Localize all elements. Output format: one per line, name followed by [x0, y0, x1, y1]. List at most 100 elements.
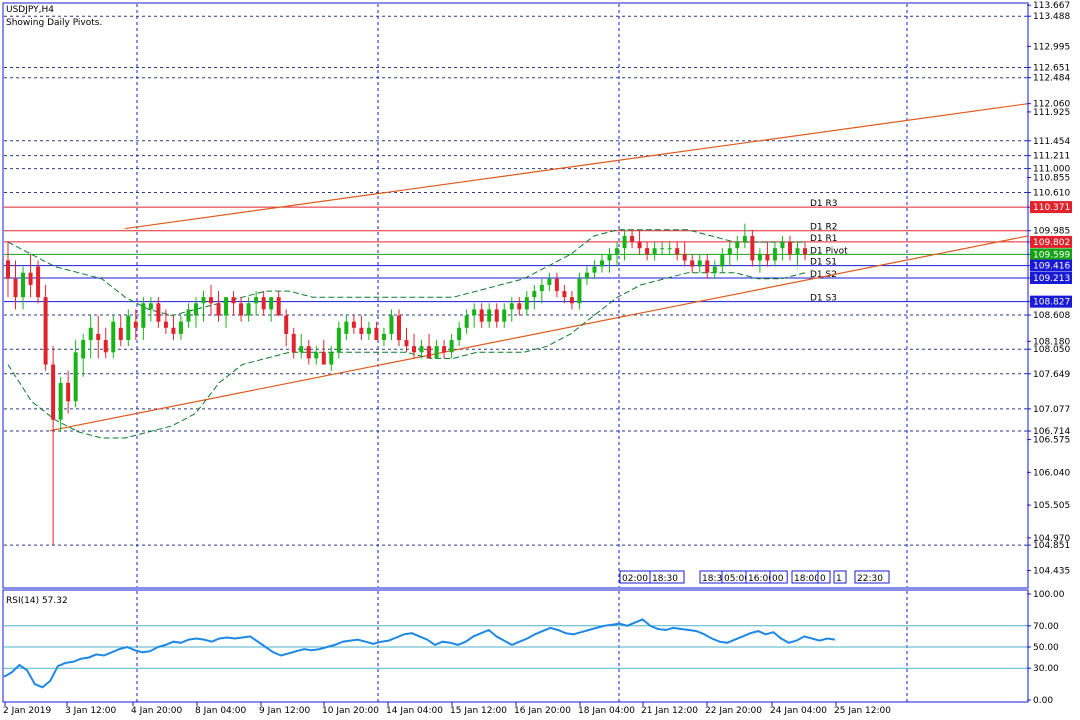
candle-body: [599, 260, 604, 267]
price-axis-label: 111.454: [1033, 137, 1070, 147]
price-axis-label: 104.435: [1033, 567, 1070, 577]
candle-body: [284, 315, 289, 334]
candle-body: [239, 303, 244, 316]
candle-body: [502, 309, 507, 322]
candle-body: [690, 260, 695, 267]
session-tag: [769, 570, 788, 584]
price-axis-label: 113.488: [1033, 12, 1070, 22]
candle-body: [299, 346, 304, 353]
candle-body: [291, 333, 296, 353]
time-axis-label: 10 Jan 20:00: [322, 706, 379, 716]
candle-body: [577, 278, 582, 304]
time-axis-label: 22 Jan 20:00: [705, 706, 762, 716]
candle-body: [569, 297, 574, 304]
candle-body: [427, 346, 432, 359]
candle-body: [171, 327, 176, 334]
pivot-label: D1 R3: [810, 199, 838, 209]
price-tag: [1030, 259, 1072, 272]
candle-body: [336, 327, 341, 353]
rsi-axis-label: 30.00: [1033, 664, 1059, 674]
candle-body: [359, 327, 364, 334]
channel-lower-line: [49, 235, 1029, 432]
candle-body: [803, 248, 807, 255]
candle-body: [532, 291, 537, 298]
session-tag-label: 22:30: [857, 574, 883, 584]
rsi-pane-border: [2, 589, 1029, 703]
price-axis-label: 104.970: [1033, 534, 1070, 544]
candle-body: [36, 266, 41, 298]
candle-body: [660, 248, 665, 250]
candle-body: [111, 321, 116, 353]
candle-body: [254, 297, 259, 304]
candle-body: [66, 382, 71, 402]
pivot-label: D1 Pivot: [810, 246, 848, 256]
session-tag-label: 00: [772, 574, 784, 584]
price-axis-label: 112.060: [1033, 100, 1070, 110]
candle-body: [592, 266, 597, 273]
candle-body: [389, 315, 394, 334]
candle-body: [524, 297, 529, 310]
price-axis-label: 104.851: [1033, 541, 1070, 551]
candle-body: [366, 327, 371, 334]
candle-body: [780, 242, 785, 249]
price-tag-label: 109.599: [1033, 250, 1070, 260]
session-tag: [817, 570, 831, 584]
candle-body: [622, 235, 627, 249]
pivot-label: D1 R2: [810, 223, 838, 233]
candle-body: [306, 346, 311, 359]
time-axis-label: 9 Jan 12:00: [259, 706, 311, 716]
session-tag-label: 02:00: [622, 574, 648, 584]
candle-body: [118, 327, 123, 341]
candle-body: [412, 346, 417, 353]
price-axis-label: 113.667: [1033, 1, 1070, 11]
session-tag-label: 18:30: [652, 574, 678, 584]
candle-body: [261, 297, 266, 310]
candle-body: [735, 242, 740, 249]
candle-body: [186, 309, 191, 322]
candle-body: [697, 260, 702, 267]
session-tag: [649, 570, 685, 584]
candle-body: [487, 309, 492, 322]
price-axis-label: 106.040: [1033, 468, 1070, 478]
price-tag: [1030, 235, 1072, 248]
candle-body: [637, 242, 642, 249]
candle-body: [772, 248, 777, 261]
rsi-pane: RSI(14) 57.32: [2, 589, 1029, 703]
pivots-subtitle: Showing Daily Pivots.: [6, 18, 102, 28]
candle-body: [652, 248, 657, 255]
candle-body: [727, 248, 732, 255]
symbol-label: USDJPY,H4: [6, 5, 54, 15]
rsi-label: RSI(14) 57.32: [6, 596, 68, 606]
candle-body: [517, 303, 522, 310]
pivot-label: D1 S2: [810, 270, 837, 280]
time-axis-label: 15 Jan 12:00: [450, 706, 507, 716]
candle-body: [787, 242, 792, 255]
price-axis-label: 109.985: [1033, 227, 1070, 237]
session-tag-label: 05:00: [724, 574, 750, 584]
price-axis-label: 112.484: [1033, 74, 1070, 84]
price-axis-label: 112.651: [1033, 63, 1070, 73]
overlay-lines-layer: [7, 103, 1029, 439]
candle-body: [750, 235, 755, 261]
candle-body: [682, 254, 687, 261]
pivot-label: D1 R1: [810, 234, 838, 244]
candle-body: [6, 260, 10, 279]
candle-body: [216, 303, 221, 316]
candle-body: [344, 321, 349, 334]
rsi-axis-label: 100.00: [1033, 590, 1065, 600]
envelope-lower-line: [7, 272, 806, 439]
price-axis-label: 108.050: [1033, 345, 1070, 355]
candle-body: [607, 254, 612, 261]
candle-body: [201, 297, 206, 304]
candle-body: [88, 327, 93, 341]
price-axis-label: 110.855: [1033, 173, 1070, 183]
pivot-label: D1 S3: [810, 294, 837, 304]
price-axis-label: 105.505: [1033, 501, 1070, 511]
price-tag: [1030, 295, 1072, 308]
price-tag-label: 109.416: [1033, 262, 1070, 272]
price-axis-label: 106.575: [1033, 436, 1070, 446]
price-axis-label: 108.180: [1033, 337, 1070, 347]
candle-body: [81, 340, 86, 359]
